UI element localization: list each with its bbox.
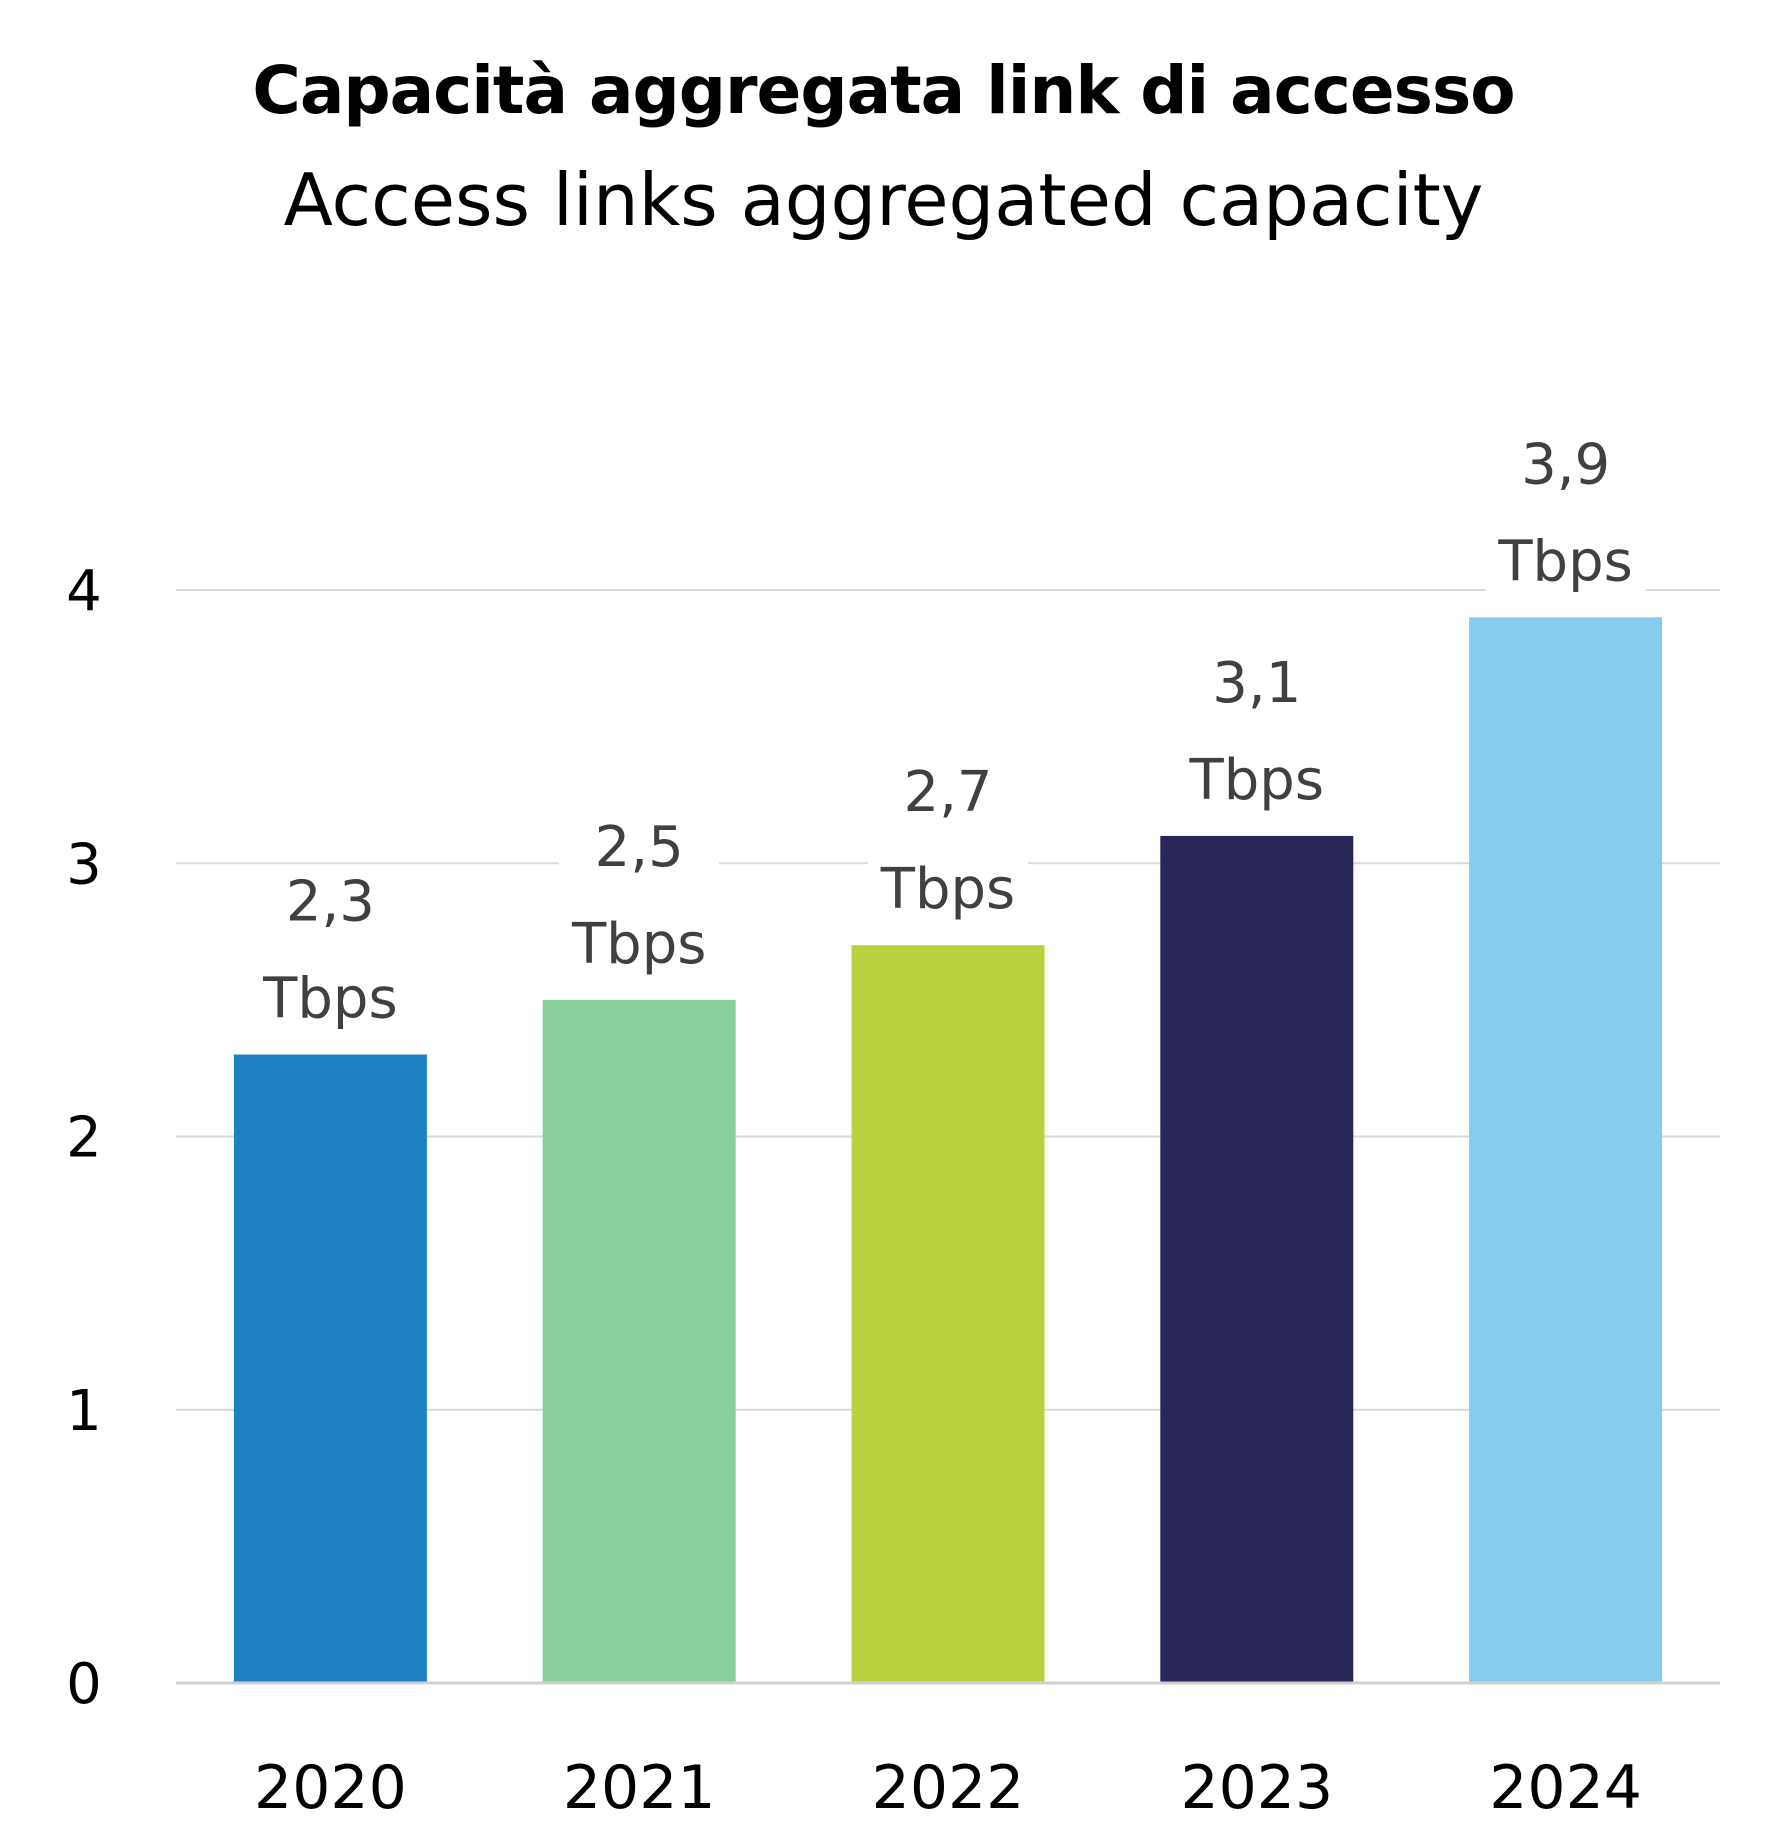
data-label-value-2024: 3,9	[1521, 432, 1610, 497]
x-tick-label-2020: 2020	[254, 1753, 407, 1823]
bar-2023	[1160, 835, 1354, 1683]
data-label-background	[559, 809, 720, 979]
bar-2022	[851, 945, 1045, 1683]
data-label-value-2022: 2,7	[903, 760, 992, 825]
x-tick-label-2022: 2022	[872, 1753, 1025, 1823]
y-tick-label-2: 2	[66, 1106, 102, 1171]
data-label-value-2021: 2,5	[595, 815, 684, 880]
x-tick-label-2021: 2021	[563, 1753, 716, 1823]
y-tick-label-4: 4	[66, 559, 102, 624]
data-label-unit-2021: Tbps	[571, 912, 706, 977]
chart-title: Capacità aggregata link di accesso	[252, 52, 1515, 129]
data-label-background	[1485, 427, 1646, 597]
y-tick-label-3: 3	[66, 832, 102, 897]
data-label-unit-2020: Tbps	[262, 967, 397, 1032]
data-label-background	[868, 755, 1028, 925]
data-label-unit-2024: Tbps	[1497, 529, 1632, 594]
y-tick-label-1: 1	[66, 1379, 102, 1444]
data-label-value-2020: 2,3	[286, 870, 375, 935]
data-label-background	[1176, 645, 1337, 815]
bar-2020	[233, 1054, 427, 1683]
x-tick-label-2023: 2023	[1180, 1753, 1333, 1823]
x-tick-label-2024: 2024	[1489, 1753, 1642, 1823]
bar-2024	[1469, 617, 1663, 1684]
data-label-value-2023: 3,1	[1212, 651, 1301, 716]
data-label-unit-2022: Tbps	[880, 857, 1015, 922]
y-tick-label-0: 0	[66, 1652, 102, 1717]
data-label-background	[250, 864, 411, 1034]
bar-2021	[542, 999, 736, 1683]
chart-subtitle: Access links aggregated capacity	[283, 158, 1484, 242]
data-label-unit-2023: Tbps	[1189, 748, 1324, 813]
